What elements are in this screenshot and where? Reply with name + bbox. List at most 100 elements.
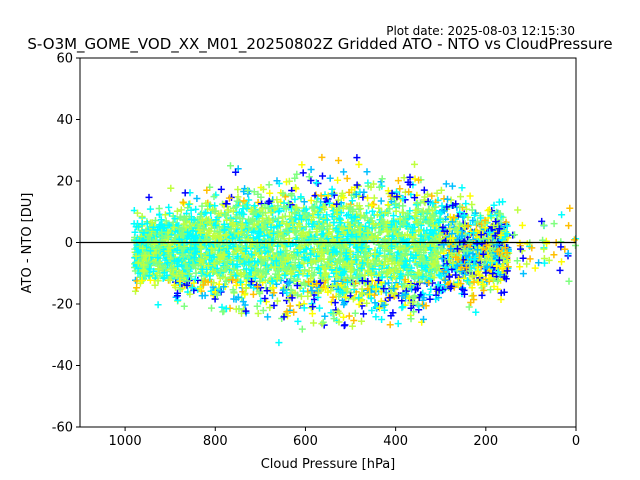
data-point <box>173 272 181 280</box>
data-point <box>133 284 141 292</box>
data-point <box>234 193 242 201</box>
data-point <box>361 214 369 222</box>
data-point <box>263 287 271 295</box>
data-point <box>273 228 281 236</box>
data-point <box>245 223 253 231</box>
data-point <box>402 246 410 254</box>
data-point <box>411 194 419 202</box>
data-point <box>470 278 478 286</box>
data-point <box>398 304 406 312</box>
data-point <box>514 206 522 214</box>
data-point <box>221 274 229 282</box>
data-point <box>308 223 316 231</box>
data-point <box>301 266 309 274</box>
data-point <box>255 287 263 295</box>
data-point <box>496 210 504 218</box>
data-point <box>192 205 200 213</box>
data-point <box>206 227 214 235</box>
data-point <box>351 239 358 247</box>
data-point <box>169 219 177 226</box>
data-point <box>371 250 379 258</box>
data-point <box>186 290 194 298</box>
data-point <box>279 190 287 197</box>
data-point <box>333 234 341 242</box>
data-point <box>300 254 308 261</box>
data-point <box>428 256 436 263</box>
data-point <box>411 223 418 231</box>
data-point <box>465 237 473 245</box>
data-point <box>259 209 267 216</box>
data-point <box>394 320 402 328</box>
data-point <box>293 249 301 257</box>
data-point <box>420 243 428 251</box>
data-point <box>358 264 366 272</box>
data-point <box>325 242 333 250</box>
data-point <box>247 266 255 274</box>
data-point <box>154 277 162 285</box>
data-point <box>517 245 524 253</box>
data-point <box>363 299 371 307</box>
data-point <box>156 244 164 252</box>
data-point <box>172 283 179 291</box>
data-point <box>333 207 341 215</box>
data-point <box>206 272 214 280</box>
data-point <box>225 253 233 261</box>
data-point <box>191 275 199 283</box>
data-point <box>185 270 193 278</box>
data-point <box>244 272 252 280</box>
data-point <box>153 226 161 234</box>
data-point <box>452 200 460 208</box>
data-point <box>308 264 316 272</box>
data-point <box>132 223 140 231</box>
data-point <box>365 263 373 271</box>
data-point <box>374 234 382 242</box>
data-point <box>253 244 261 251</box>
data-point <box>168 264 176 272</box>
data-point <box>381 209 389 217</box>
data-point <box>307 166 315 173</box>
data-point <box>338 271 346 279</box>
data-point <box>428 229 436 237</box>
data-point <box>315 289 322 297</box>
data-point <box>340 245 348 253</box>
data-point <box>416 278 424 286</box>
data-point <box>222 305 230 313</box>
data-point <box>366 290 374 298</box>
y-axis-label: ATO - NTO [DU] <box>20 193 35 294</box>
data-point <box>296 212 304 219</box>
data-point <box>154 301 162 309</box>
data-point <box>558 211 566 219</box>
data-point <box>388 242 396 250</box>
y-tick-label: -40 <box>52 359 73 374</box>
data-point <box>140 229 148 237</box>
data-point <box>397 252 405 260</box>
data-point <box>463 205 470 213</box>
data-point <box>334 228 342 236</box>
data-point <box>352 233 360 241</box>
data-point <box>335 214 343 222</box>
data-point <box>447 245 455 253</box>
data-point <box>291 209 299 217</box>
data-point <box>341 268 349 275</box>
data-point <box>503 249 511 257</box>
data-point <box>391 273 398 281</box>
data-point <box>330 315 338 323</box>
data-point <box>209 268 217 276</box>
data-point <box>219 262 227 270</box>
data-point <box>422 302 430 310</box>
data-point <box>286 302 294 310</box>
data-point <box>419 273 427 281</box>
data-point <box>380 285 388 293</box>
data-point <box>391 265 399 273</box>
data-point <box>336 219 344 227</box>
data-point <box>371 299 379 307</box>
data-point <box>266 304 274 312</box>
data-point <box>497 296 505 303</box>
data-point <box>289 219 297 227</box>
data-point <box>322 285 330 293</box>
data-point <box>208 304 215 312</box>
data-point <box>294 291 301 299</box>
data-point <box>144 235 152 242</box>
data-point <box>409 294 417 302</box>
